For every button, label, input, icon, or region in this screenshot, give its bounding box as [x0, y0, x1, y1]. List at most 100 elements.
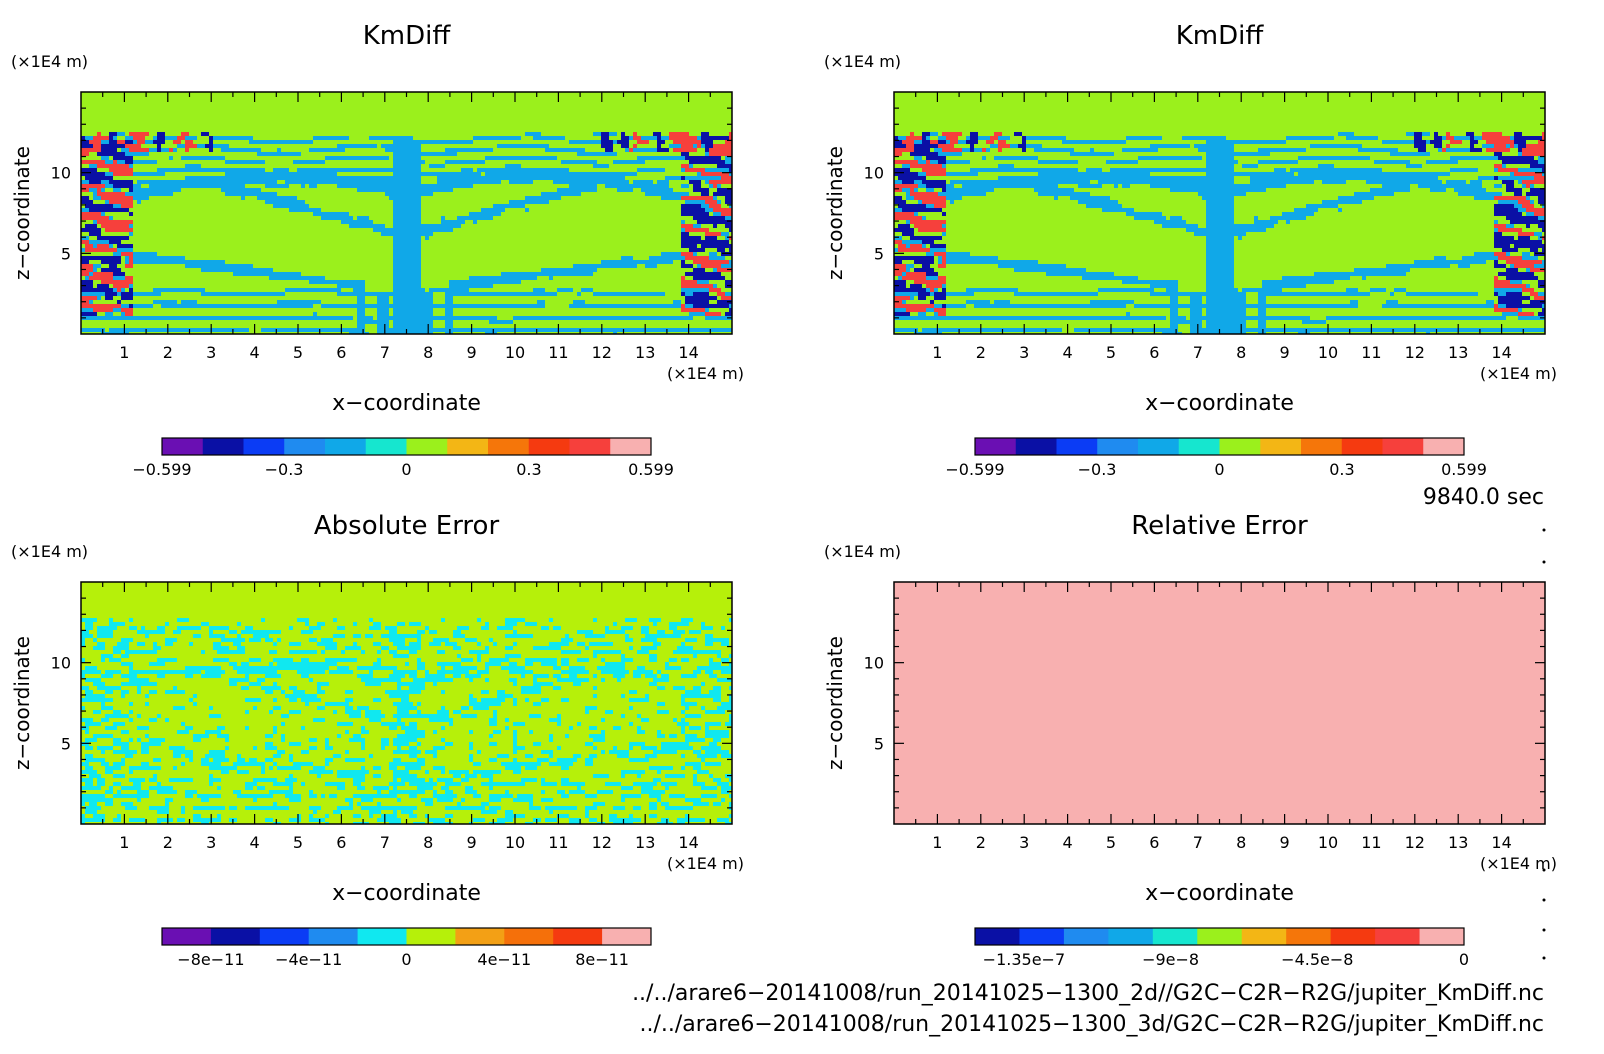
heatmap-cell	[693, 184, 697, 188]
heatmap-cell	[1526, 176, 1530, 180]
heatmap-cell	[633, 160, 637, 164]
heatmap-cell	[317, 160, 321, 164]
heatmap-cell	[617, 176, 621, 180]
heatmap-cell	[485, 208, 489, 212]
heatmap-cell	[1366, 168, 1370, 172]
heatmap-cell	[1402, 140, 1406, 144]
heatmap-cell	[701, 168, 705, 172]
heatmap-cell	[934, 160, 938, 164]
heatmap-cell	[473, 284, 477, 288]
heatmap-cell	[117, 144, 121, 148]
heatmap-cell	[125, 292, 129, 296]
heatmap-cell	[469, 160, 473, 164]
heatmap-cell	[533, 156, 537, 160]
heatmap-cell	[305, 276, 309, 280]
heatmap-cell	[918, 152, 922, 156]
heatmap-cell	[405, 208, 409, 212]
heatmap-cell	[253, 272, 257, 276]
heatmap-cell	[81, 172, 85, 176]
heatmap-cell	[117, 292, 121, 296]
heatmap-cell	[97, 308, 101, 312]
heatmap-cell	[697, 172, 701, 176]
heatmap-cell	[581, 152, 585, 156]
colorbar-swatch	[488, 438, 530, 455]
heatmap-cell	[193, 264, 197, 268]
heatmap-cell	[613, 160, 617, 164]
heatmap-cell	[1422, 152, 1426, 156]
heatmap-cell	[141, 192, 145, 196]
x-tick-label: 13	[635, 343, 655, 362]
heatmap-cell	[445, 224, 449, 228]
heatmap-cell	[185, 288, 189, 292]
heatmap-cell	[321, 316, 325, 320]
heatmap-cell	[1494, 148, 1498, 152]
heatmap-cell	[685, 136, 689, 140]
heatmap-cell	[1446, 172, 1450, 176]
heatmap-cell	[385, 324, 389, 328]
heatmap-cell	[914, 152, 918, 156]
heatmap-cell	[970, 180, 974, 184]
heatmap-cell	[1274, 180, 1278, 184]
heatmap-cell	[89, 248, 93, 252]
heatmap-cell	[701, 136, 705, 140]
heatmap-cell	[1406, 152, 1410, 156]
heatmap-cell	[405, 320, 409, 324]
heatmap-cell	[269, 200, 273, 204]
heatmap-cell	[701, 144, 705, 148]
heatmap-cell	[1538, 136, 1542, 140]
heatmap-cell	[998, 136, 1002, 140]
heatmap-cell	[229, 316, 233, 320]
heatmap-cell	[1418, 132, 1422, 136]
heatmap-cell	[1474, 156, 1478, 160]
heatmap-cell	[125, 312, 129, 316]
heatmap-cell	[293, 160, 297, 164]
heatmap-cell	[81, 160, 85, 164]
heatmap-cell	[417, 152, 421, 156]
heatmap-cell	[101, 304, 105, 308]
heatmap-cell	[617, 292, 621, 296]
heatmap-cell	[121, 284, 125, 288]
heatmap-cell	[321, 160, 325, 164]
heatmap-cell	[693, 196, 697, 200]
heatmap-cell	[1182, 184, 1186, 188]
heatmap-cell	[561, 316, 565, 320]
heatmap-cell	[409, 256, 413, 260]
heatmap-cell	[681, 156, 685, 160]
heatmap-cell	[1378, 188, 1382, 192]
heatmap-cell	[353, 168, 357, 172]
heatmap-cell	[1450, 160, 1454, 164]
heatmap-cell	[934, 192, 938, 196]
heatmap-cell	[1290, 148, 1294, 152]
heatmap-cell	[85, 276, 89, 280]
heatmap-cell	[1182, 136, 1186, 140]
heatmap-cell	[505, 176, 509, 180]
heatmap-cell	[717, 216, 721, 220]
heatmap-cell	[257, 176, 261, 180]
heatmap-cell	[1318, 168, 1322, 172]
heatmap-cell	[449, 324, 453, 328]
heatmap-cell	[485, 284, 489, 288]
heatmap-cell	[129, 228, 133, 232]
heatmap-cell	[137, 260, 141, 264]
heatmap-cell	[1270, 184, 1274, 188]
heatmap-cell	[449, 328, 453, 332]
heatmap-cell	[1022, 148, 1026, 152]
heatmap-cell	[197, 168, 201, 172]
heatmap-cell	[101, 196, 105, 200]
heatmap-cell	[1286, 136, 1290, 140]
heatmap-cell	[401, 180, 405, 184]
heatmap-cell	[89, 304, 93, 308]
heatmap-cell	[393, 220, 397, 224]
heatmap-cell	[93, 228, 97, 232]
heatmap-cell	[589, 328, 593, 332]
heatmap-cell	[990, 140, 994, 144]
heatmap-cell	[914, 184, 918, 188]
heatmap-cell	[1202, 180, 1206, 184]
heatmap-cell	[1338, 180, 1342, 184]
heatmap-cell	[717, 248, 721, 252]
heatmap-cell	[93, 272, 97, 276]
heatmap-cell	[1418, 184, 1422, 188]
heatmap-cell	[489, 172, 493, 176]
heatmap-cell	[585, 304, 589, 308]
heatmap-cell	[1290, 160, 1294, 164]
